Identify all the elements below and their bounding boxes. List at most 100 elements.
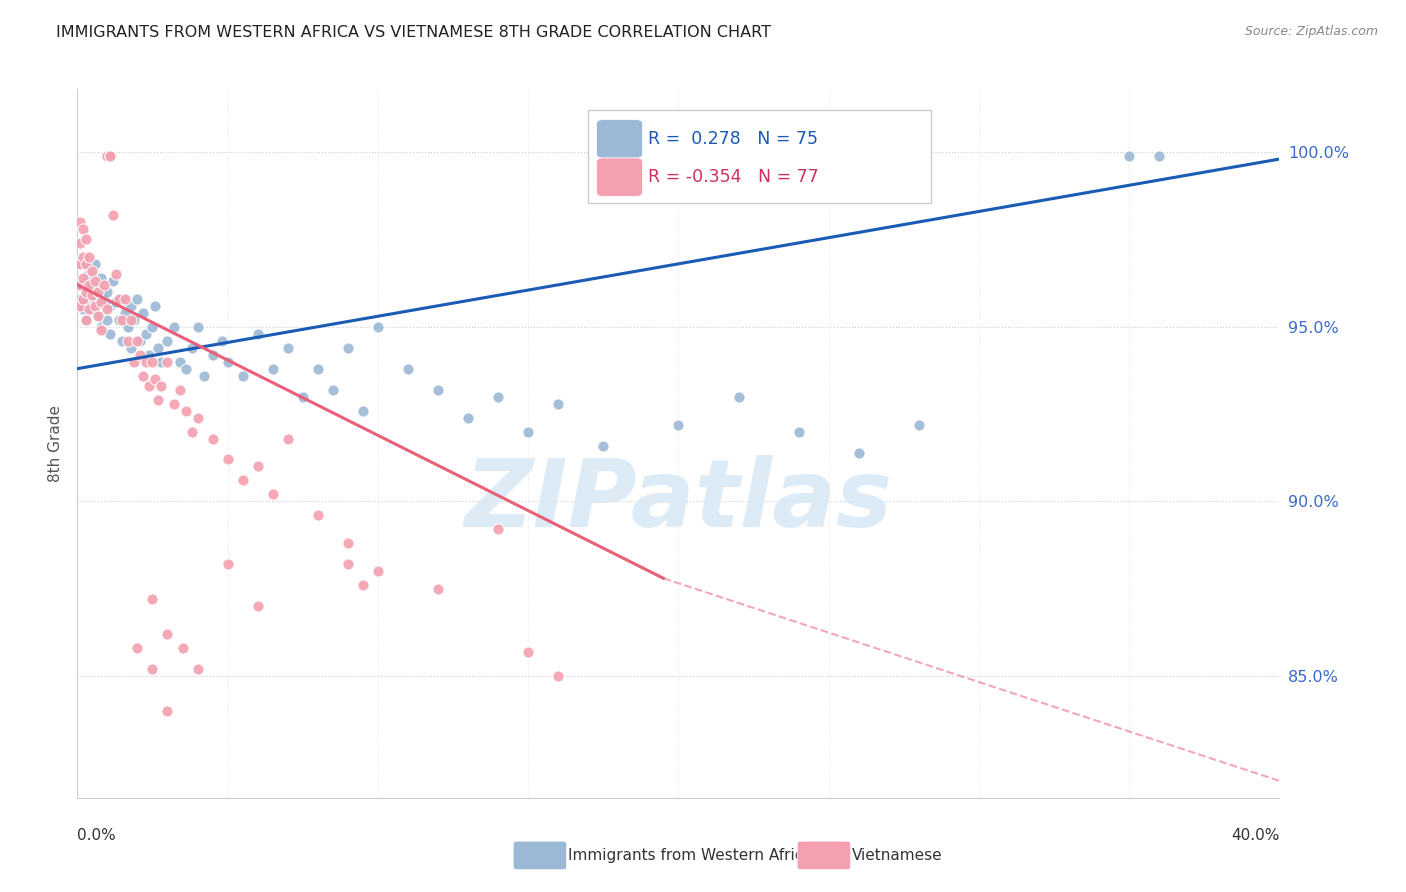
Point [141,592,163,607]
Point [427,383,450,397]
Point [117,334,139,348]
Point [180,341,202,355]
Point [93,277,115,292]
Point [96,302,118,317]
Point [352,403,374,417]
Point [93,292,115,306]
Point [114,292,136,306]
Point [217,558,239,572]
Point [127,641,149,656]
Point [90,270,112,285]
Point [96,285,118,299]
Point [141,319,163,334]
Point [135,326,157,341]
Point [72,292,94,306]
Point [75,292,97,306]
Point [336,558,359,572]
Point [90,323,112,337]
Point [135,354,157,368]
Point [291,390,314,404]
Point [169,354,191,368]
Point [120,299,142,313]
Point [127,292,149,306]
Point [129,334,152,348]
Point [187,662,209,676]
Point [69,235,91,250]
Point [727,390,749,404]
Point [100,326,122,341]
Point [174,361,197,376]
Point [79,277,101,292]
Point [141,354,163,368]
Point [367,319,389,334]
Point [486,522,509,536]
Y-axis label: 8th Grade: 8th Grade [48,405,63,483]
Point [87,310,110,324]
Point [486,390,509,404]
Point [246,459,269,474]
Point [129,348,152,362]
Point [111,312,134,326]
Point [96,148,118,162]
Text: 40.0%: 40.0% [1232,828,1279,843]
Point [138,348,160,362]
Point [169,383,191,397]
Point [156,627,179,641]
Point [908,417,931,432]
Point [352,578,374,592]
Point [105,268,128,282]
Point [517,425,540,439]
Point [138,379,160,393]
Point [307,508,329,523]
Point [277,341,299,355]
Point [100,148,122,162]
Point [124,354,146,368]
Point [457,410,479,425]
Point [787,425,810,439]
Point [336,536,359,550]
Point [124,312,146,326]
FancyBboxPatch shape [596,120,643,158]
Point [246,326,269,341]
Point [187,319,209,334]
Point [75,312,97,326]
Point [127,334,149,348]
Point [84,257,107,271]
Point [517,645,540,659]
Point [111,334,134,348]
Point [69,277,91,292]
Point [174,403,197,417]
Point [82,288,104,302]
Point [75,232,97,246]
Point [246,599,269,614]
Point [211,334,233,348]
Point [69,257,91,271]
Point [148,341,170,355]
Point [172,641,194,656]
Point [322,383,344,397]
Point [1149,148,1171,162]
Point [145,372,167,386]
Point [79,302,101,317]
Point [277,432,299,446]
Point [427,582,450,596]
Point [150,354,173,368]
Point [69,292,91,306]
Point [103,274,125,288]
Point [217,354,239,368]
Point [592,438,614,452]
Point [79,288,101,302]
Point [84,299,107,313]
Point [69,299,91,313]
FancyBboxPatch shape [596,158,643,196]
Point [84,295,107,310]
Text: ZIPatlas: ZIPatlas [464,455,893,547]
Point [232,474,254,488]
Point [156,354,179,368]
Point [82,264,104,278]
Point [72,222,94,236]
FancyBboxPatch shape [588,111,931,202]
Point [75,257,97,271]
Point [141,662,163,676]
Point [162,319,184,334]
